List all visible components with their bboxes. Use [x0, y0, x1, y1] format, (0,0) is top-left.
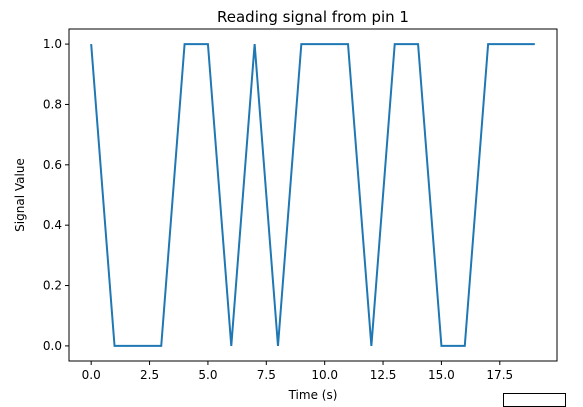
y-tick-label: 0.4 [43, 218, 62, 232]
legend-box [503, 393, 566, 407]
x-axis-label: Time (s) [288, 388, 338, 402]
x-tick-label: 0.0 [82, 368, 101, 382]
x-tick-label: 10.0 [311, 368, 338, 382]
y-tick-label: 0.8 [43, 97, 62, 111]
plot-area: 0.0 2.5 5.0 7.5 10.0 12.5 15.0 17.5 0.0 0.2 0.4 0.6… [43, 28, 558, 382]
y-axis-label: Signal Value [13, 158, 27, 232]
y-tick-label: 0.0 [43, 339, 62, 353]
x-tick-label: 12.5 [370, 368, 397, 382]
x-tick-label: 15.0 [428, 368, 455, 382]
x-tick-label: 17.5 [486, 368, 513, 382]
chart-title: Reading signal from pin 1 [217, 8, 409, 26]
x-tick-label: 5.0 [198, 368, 217, 382]
plot-frame [68, 28, 558, 362]
x-tick-label: 2.5 [140, 368, 159, 382]
x-tick-label: 7.5 [257, 368, 276, 382]
y-tick-label: 0.6 [43, 158, 62, 172]
y-tick-label: 1.0 [43, 37, 62, 51]
y-tick-label: 0.2 [43, 279, 62, 293]
series-line-0 [90, 43, 535, 347]
